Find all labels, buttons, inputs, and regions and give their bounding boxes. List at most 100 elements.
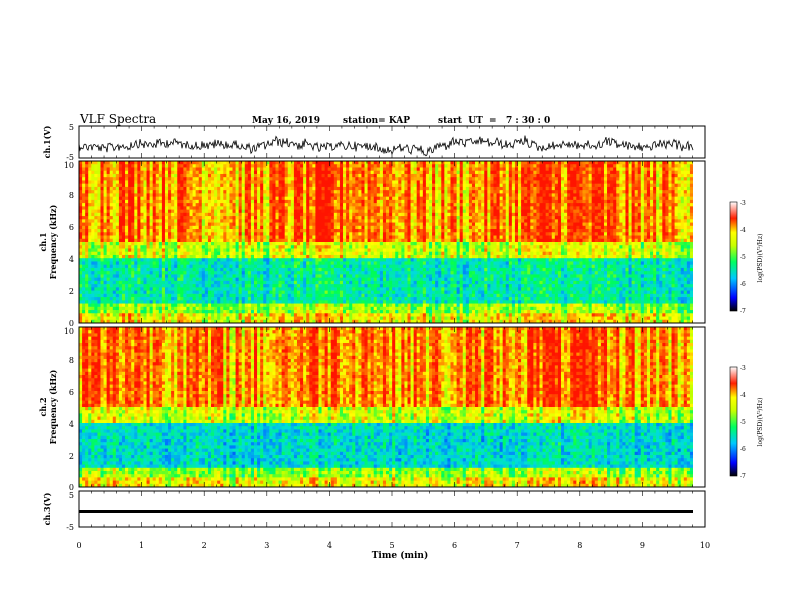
spectrogram-cell xyxy=(171,180,175,185)
spectrogram-cell xyxy=(432,206,436,210)
spectrogram-cell xyxy=(404,183,408,188)
spectrogram-cell xyxy=(395,212,399,217)
spectrogram-cell xyxy=(321,206,325,210)
spectrogram-cell xyxy=(554,164,559,168)
spectrogram-cell xyxy=(177,173,181,178)
spectrogram-cell xyxy=(158,216,163,220)
spectrogram-cell xyxy=(257,167,261,172)
spectrogram-cell xyxy=(312,235,316,240)
spectrogram-cell xyxy=(300,222,304,227)
spectrogram-cell xyxy=(689,186,694,191)
spectrogram-cell xyxy=(131,225,135,230)
spectrogram-cell xyxy=(616,203,620,207)
spectrogram-cell xyxy=(594,164,599,168)
spectrogram-cell xyxy=(616,173,620,178)
spectrogram-cell xyxy=(284,177,289,181)
spectrogram-cell xyxy=(422,180,427,185)
spectrogram-cell xyxy=(404,196,408,201)
spectrogram-cell xyxy=(303,164,307,168)
spectrogram-cell xyxy=(257,196,261,201)
spectrogram-cell xyxy=(79,177,83,181)
spectrogram-cell xyxy=(398,229,402,233)
spectrogram-cell xyxy=(496,219,500,223)
spectrogram-cell xyxy=(557,229,562,233)
spectrogram-cell xyxy=(330,173,335,178)
spectrogram-cell xyxy=(376,183,381,188)
spectrogram-cell xyxy=(514,232,519,236)
spectrogram-cell xyxy=(223,167,227,172)
spectrogram-cell xyxy=(91,193,95,198)
spectrogram-cell xyxy=(379,225,384,230)
spectrogram-cell xyxy=(567,180,571,185)
spectrogram-cell xyxy=(131,196,135,201)
spectrogram-cell xyxy=(349,164,353,168)
spectrogram-cell xyxy=(192,219,197,223)
spectrogram-cell xyxy=(79,196,83,201)
spectrogram-cell xyxy=(367,167,372,172)
spectrogram-cell xyxy=(106,180,111,185)
spectrogram-cell xyxy=(567,196,571,201)
spectrogram-cell xyxy=(410,161,415,165)
spectrogram-cell xyxy=(499,225,504,230)
spectrogram-cell xyxy=(250,216,255,220)
spectrogram-cell xyxy=(180,238,184,243)
spectrogram-cell xyxy=(487,186,491,191)
spectrogram-cell xyxy=(161,180,166,185)
spectrogram-cell xyxy=(257,199,261,204)
spectrogram-cell xyxy=(149,232,154,236)
spectrogram-cell xyxy=(582,173,586,178)
spectrogram-cell xyxy=(217,222,221,227)
spectrogram-cell xyxy=(321,235,325,240)
spectrogram-cell xyxy=(521,222,525,227)
spectrogram-cell xyxy=(560,209,565,214)
spectrogram-cell xyxy=(82,232,86,236)
spectrogram-cell xyxy=(502,199,507,204)
spectrogram-cell xyxy=(493,212,497,217)
spectrogram-cell xyxy=(539,183,543,188)
spectrogram-cell xyxy=(484,190,488,194)
spectrogram-cell xyxy=(296,161,301,165)
spectrogram-cell xyxy=(683,190,688,194)
spectrogram-cell xyxy=(646,219,651,223)
spectrogram-cell xyxy=(278,173,283,178)
spectrogram-cell xyxy=(508,206,513,210)
spectrogram-cell xyxy=(118,193,123,198)
spectrogram-cell xyxy=(656,199,660,204)
spectrogram-cell xyxy=(548,229,553,233)
spectrogram-cell xyxy=(198,216,203,220)
spectrogram-cell xyxy=(152,212,157,217)
spectrogram-cell xyxy=(303,229,307,233)
spectrogram-cell xyxy=(456,199,461,204)
spectrogram-cell xyxy=(622,232,626,236)
spectrogram-cell xyxy=(683,180,688,185)
spectrogram-cell xyxy=(576,203,580,207)
spectrogram-cell xyxy=(373,212,378,217)
spectrogram-cell xyxy=(603,186,608,191)
spectrogram-cell xyxy=(499,167,504,172)
spectrogram-cell xyxy=(278,216,283,220)
spectrogram-cell xyxy=(112,222,117,227)
spectrogram-cell xyxy=(548,232,553,236)
spectrogram-cell xyxy=(364,232,368,236)
spectrogram-cell xyxy=(533,170,537,175)
spectrogram-cell xyxy=(217,209,221,214)
spectrogram-cell xyxy=(650,216,654,220)
spectrogram-cell xyxy=(278,199,283,204)
spectrogram-cell xyxy=(689,196,694,201)
spectrogram-cell xyxy=(634,199,639,204)
spectrogram-cell xyxy=(407,164,411,168)
spectrogram-cell xyxy=(376,199,381,204)
spectrogram-cell xyxy=(168,235,172,240)
spectrogram-cell xyxy=(419,190,424,194)
spectrogram-cell xyxy=(570,161,574,165)
spectrogram-cell xyxy=(404,219,408,223)
spectrogram-cell xyxy=(527,193,531,198)
spectrogram-cell xyxy=(333,225,338,230)
spectrogram-cell xyxy=(570,235,574,240)
spectrogram-cell xyxy=(564,235,568,240)
spectrogram-cell xyxy=(459,206,464,210)
spectrogram-cell xyxy=(247,219,252,223)
spectrogram-cell xyxy=(564,173,568,178)
spectrogram-cell xyxy=(603,183,608,188)
spectrogram-cell xyxy=(229,161,233,165)
